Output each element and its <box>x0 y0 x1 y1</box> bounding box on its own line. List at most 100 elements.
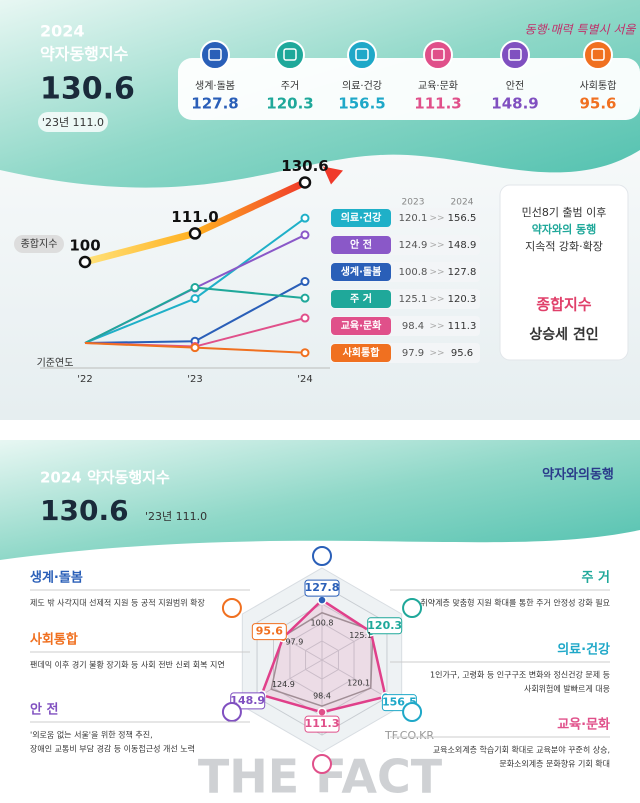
category-title: 사회통합 <box>30 632 78 648</box>
composite-label: 130.6 <box>281 157 328 175</box>
composite-point <box>188 227 202 240</box>
icon-glyph <box>208 48 222 61</box>
radar-point <box>317 595 327 605</box>
title: 약자동행지수 <box>40 45 129 64</box>
row-name: 사회통합 <box>343 346 381 359</box>
radar-2023-label: 124.9 <box>272 680 295 689</box>
point <box>190 343 200 353</box>
card-icon <box>347 40 377 70</box>
row-2024: 120.3 <box>448 294 477 305</box>
icon-glyph <box>591 48 605 61</box>
card-name: 의료·건강 <box>342 80 382 92</box>
category-desc: 팬데믹 이후 경기 불황 장기화 등 사회 전반 신뢰 회복 지연 <box>30 660 225 670</box>
icon-glyph <box>431 48 445 61</box>
composite-point <box>298 176 312 189</box>
row-pill <box>331 317 391 335</box>
radar-2024-label: 95.6 <box>256 625 283 638</box>
category-desc: 취약계층 맞춤형 지원 확대를 통한 주거 안정성 강화 필요 <box>420 598 610 608</box>
point <box>300 230 310 240</box>
note-emphasis: 종합지수 <box>536 296 591 314</box>
prev-value: '23년 111.0 <box>42 116 104 129</box>
section2-logo: 약자와의동행 <box>542 467 614 483</box>
icon-glyph <box>283 48 297 61</box>
radar-2023-label: 100.8 <box>311 618 334 627</box>
point <box>300 213 310 223</box>
axis-icon <box>312 754 332 774</box>
row-2023: 120.1 <box>399 213 428 224</box>
category-desc: '외로움 없는 서울'을 위한 정책 추진, <box>30 730 153 740</box>
radar-spoke <box>321 659 388 698</box>
card-name: 주거 <box>281 80 299 92</box>
composite-label: 100 <box>69 237 100 255</box>
card-icon <box>423 40 453 70</box>
row-2023: 97.9 <box>402 348 424 359</box>
composite-name: 종합지수 <box>21 238 58 250</box>
row-2024: 156.5 <box>448 213 477 224</box>
row-name: 생계·돌봄 <box>341 265 382 278</box>
row-2023: 124.9 <box>399 240 428 251</box>
row-arrow: >> <box>429 241 444 251</box>
table-header: 2024 <box>451 198 474 208</box>
card-name: 교육·문화 <box>418 80 458 92</box>
category-desc: 제도 밖 사각지대 선제적 지원 등 공적 지원범위 확장 <box>30 598 206 608</box>
index-value: 130.6 <box>40 72 135 107</box>
icon-glyph <box>355 48 369 61</box>
x-tick-label: '22 <box>77 374 92 385</box>
base-label: 기준연도 <box>37 357 74 369</box>
point <box>300 277 310 287</box>
radar-2024-label: 111.3 <box>305 717 340 730</box>
category-desc: 교육소외계층 학습기회 확대로 교육분야 꾸준히 상승, <box>433 745 610 755</box>
value-box <box>304 579 340 597</box>
arrow-head <box>323 166 343 185</box>
card-value: 95.6 <box>579 95 616 113</box>
radar-2023-label: 97.9 <box>285 638 303 647</box>
radar-2024-label: 127.8 <box>305 581 340 594</box>
card-value: 120.3 <box>266 95 313 113</box>
card-value: 111.3 <box>414 95 461 113</box>
row-pill <box>331 344 391 362</box>
watermark-site: TF.CO.KR <box>384 729 434 742</box>
row-arrow: >> <box>429 349 444 359</box>
card-strip <box>178 58 640 120</box>
section2-title: 2024 약자동행지수 <box>40 469 170 487</box>
radar-2023-label: 98.4 <box>313 692 331 701</box>
category-title: 생계·돌봄 <box>30 571 83 586</box>
note-line: 약자와의 동행 <box>532 222 597 236</box>
radar-point <box>317 707 327 717</box>
value-box <box>304 715 340 733</box>
row-2024: 148.9 <box>448 240 477 251</box>
value-box <box>251 623 287 641</box>
row-pill <box>331 209 391 227</box>
axis-icon <box>402 702 423 722</box>
row-name: 교육·문화 <box>341 320 382 332</box>
card-value: 156.5 <box>338 95 385 113</box>
category-desc: 문화소외계층 문화향유 기회 확대 <box>499 759 610 769</box>
row-arrow: >> <box>429 322 444 332</box>
card-icon <box>200 40 230 70</box>
point <box>300 313 310 323</box>
card-icon <box>583 40 613 70</box>
x-tick-label: '23 <box>187 374 202 385</box>
radar-spoke <box>256 659 323 698</box>
note-line: 지속적 강화·확장 <box>525 240 603 253</box>
row-arrow: >> <box>429 295 444 305</box>
category-title: 안 전 <box>30 702 58 718</box>
row-2023: 125.1 <box>399 294 428 305</box>
category-title: 주 거 <box>582 571 610 586</box>
row-2023: 100.8 <box>399 267 428 278</box>
radar-2024-label: 120.3 <box>367 619 402 632</box>
row-pill <box>331 263 391 281</box>
card-icon <box>500 40 530 70</box>
prev-pill <box>38 112 108 132</box>
card-value: 148.9 <box>491 95 538 113</box>
category-desc: 1인가구, 고령화 등 인구구조 변화와 정신건강 문제 등 <box>430 670 610 680</box>
row-pill <box>331 236 391 254</box>
note-line: 상승세 견인 <box>529 326 598 343</box>
value-box <box>230 692 266 710</box>
axis-icon <box>221 598 242 618</box>
point <box>190 283 200 293</box>
point <box>190 294 200 304</box>
row-2023: 98.4 <box>402 321 424 332</box>
row-2024: 127.8 <box>448 267 477 278</box>
